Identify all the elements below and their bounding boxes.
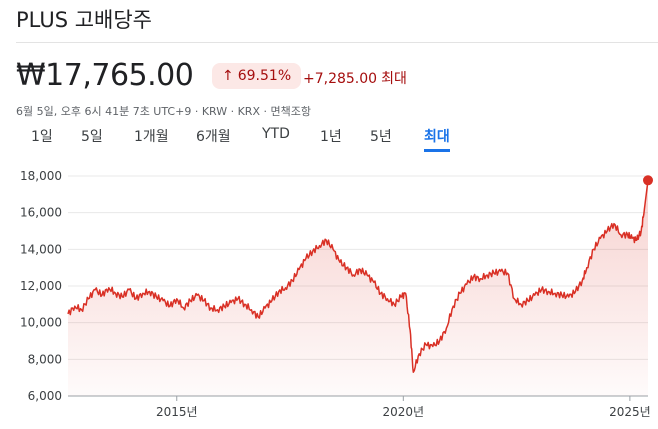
tab-ytd[interactable]: YTD bbox=[262, 126, 290, 142]
tab-5y[interactable]: 5년 bbox=[370, 129, 392, 145]
y-tick-label: 6,000 bbox=[28, 389, 62, 403]
change-period-label: 최대 bbox=[381, 71, 407, 87]
price-chart[interactable]: 6,000 8,000 10,000 12,000 14,000 16,000 18,000… bbox=[0, 160, 658, 429]
tab-1d[interactable]: 1일 bbox=[31, 129, 53, 145]
change-percent-badge: ↑ 69.51% bbox=[212, 63, 302, 89]
x-tick-label: 2015년 bbox=[156, 405, 198, 419]
latest-price-marker bbox=[643, 175, 653, 186]
change-absolute: +7,285.00 최대 bbox=[303, 68, 407, 88]
change-percent-value: 69.51% bbox=[237, 68, 292, 84]
y-tick-label: 18,000 bbox=[20, 169, 62, 183]
current-price: ₩17,765.00 bbox=[16, 58, 194, 93]
y-tick-label: 16,000 bbox=[20, 206, 62, 220]
arrow-up-icon: ↑ bbox=[222, 68, 234, 84]
price-line bbox=[67, 180, 649, 373]
tab-max[interactable]: 최대 bbox=[424, 126, 450, 152]
quote-meta-info: 6월 5일, 오후 6시 41분 7초 UTC+9 · KRW · KRX · … bbox=[16, 105, 311, 118]
page-title: PLUS 고배당주 bbox=[16, 8, 152, 32]
y-tick-label: 14,000 bbox=[20, 242, 62, 256]
x-tick-label: 2025년 bbox=[609, 405, 651, 419]
tab-5d[interactable]: 5일 bbox=[81, 129, 103, 145]
x-tick-label: 2020년 bbox=[383, 405, 425, 419]
y-tick-label: 8,000 bbox=[28, 352, 62, 366]
price-area-fill bbox=[68, 180, 648, 396]
y-tick-label: 10,000 bbox=[20, 316, 62, 330]
y-tick-label: 12,000 bbox=[20, 279, 62, 293]
tab-1m[interactable]: 1개월 bbox=[134, 129, 169, 145]
tab-6m[interactable]: 6개월 bbox=[196, 129, 231, 145]
change-absolute-value: +7,285.00 bbox=[303, 71, 378, 87]
header-divider bbox=[16, 42, 658, 43]
tab-1y[interactable]: 1년 bbox=[320, 129, 342, 145]
